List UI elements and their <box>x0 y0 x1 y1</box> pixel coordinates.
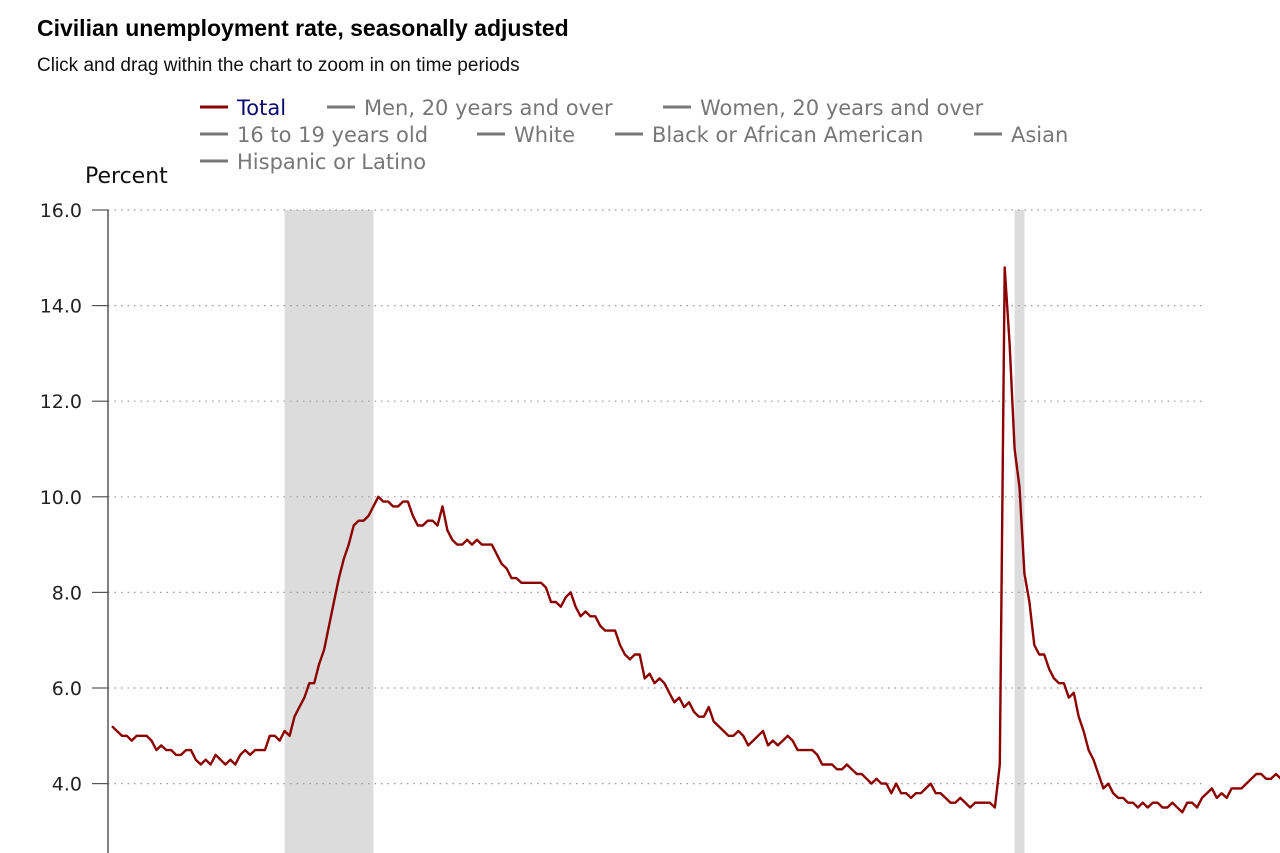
y-axis-ticks: 4.0 6.0 8.0 10.0 12.0 14.0 16.0 <box>40 200 108 796</box>
chart-subtitle: Click and drag within the chart to zoom … <box>37 55 520 76</box>
recession-band <box>284 210 374 853</box>
legend-entry: Asian <box>1011 123 1068 147</box>
chart-title: Civilian unemployment rate, seasonally a… <box>37 15 569 41</box>
recession-bands <box>284 210 1025 853</box>
legend: Total Men, 20 years and over Women, 20 yea… <box>200 96 1068 174</box>
y-tick-label: 8.0 <box>52 582 82 604</box>
legend-entry: White <box>514 123 575 147</box>
legend-entry: Women, 20 years and over <box>700 96 984 120</box>
y-tick-label: 12.0 <box>40 391 82 413</box>
y-tick-label: 16.0 <box>40 200 82 222</box>
y-tick-label: 10.0 <box>40 487 82 509</box>
legend-entry: 16 to 19 years old <box>237 123 428 147</box>
y-tick-label: 14.0 <box>40 296 82 318</box>
legend-entry: Hispanic or Latino <box>237 150 426 174</box>
grid-lines <box>108 209 1205 785</box>
y-tick-label: 6.0 <box>52 678 82 700</box>
recession-band <box>1014 210 1025 853</box>
legend-entry: Men, 20 years and over <box>364 96 613 120</box>
series-line-total <box>111 266 1280 814</box>
legend-entry: Total <box>236 96 286 120</box>
y-tick-label: 4.0 <box>52 774 82 796</box>
y-axis-label: Percent <box>85 164 168 189</box>
legend-entry: Black or African American <box>652 123 923 147</box>
series-layer <box>111 266 1280 814</box>
